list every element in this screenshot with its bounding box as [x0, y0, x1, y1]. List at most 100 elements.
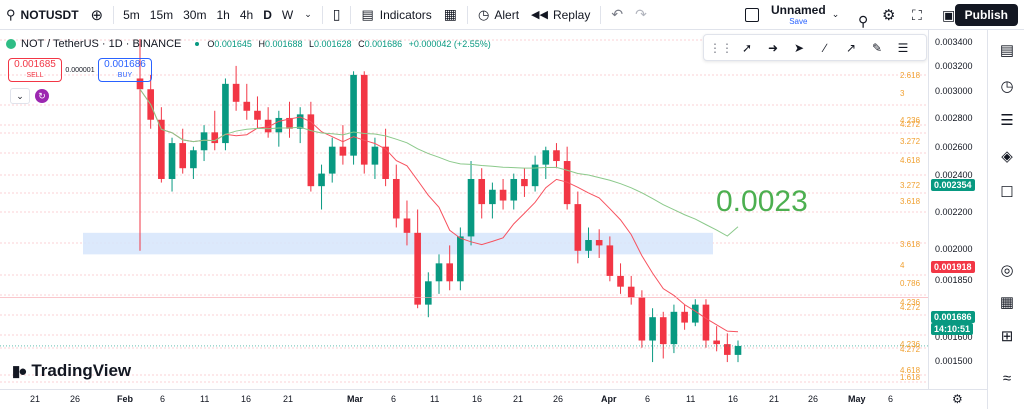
- buy-label: BUY: [117, 72, 133, 79]
- buy-price: 0.001686: [104, 59, 146, 70]
- timeframe-w[interactable]: W: [281, 7, 294, 22]
- sell-button[interactable]: 0.001685 SELL: [8, 58, 62, 82]
- settings-button[interactable]: ⚙: [876, 0, 901, 30]
- time-tick-label: 6: [645, 394, 651, 404]
- open-value: 0.001645: [214, 39, 252, 49]
- line-tool-icon[interactable]: ∕: [823, 40, 826, 55]
- notes-icon[interactable]: ☰: [1000, 112, 1014, 129]
- time-tick-label: May: [848, 394, 866, 404]
- candle-body: [307, 114, 315, 187]
- candle-body: [296, 114, 304, 129]
- fib-level-label: 4.272: [900, 303, 921, 312]
- redo-button[interactable]: ↷: [629, 0, 653, 30]
- candle-body: [606, 245, 614, 276]
- price-tick-label: 0.001500: [935, 356, 973, 366]
- add-symbol-button[interactable]: ⊕: [85, 0, 110, 30]
- candle-body: [158, 119, 165, 179]
- time-axis-settings-button[interactable]: ⚙: [952, 392, 963, 406]
- close-value: 0.001686: [364, 39, 403, 49]
- timeframe-5m[interactable]: 5m: [123, 7, 140, 22]
- chat-icon[interactable]: ☐: [1000, 184, 1014, 201]
- timeframe-dropdown[interactable]: ⌄: [298, 0, 318, 30]
- layout-menu[interactable]: Unnamed Save ⌄: [745, 3, 839, 26]
- candle-body: [350, 74, 357, 156]
- redo-icon: ↷: [635, 6, 647, 22]
- candle-body: [382, 146, 389, 179]
- replay-button[interactable]: ◀◀ Replay: [525, 0, 596, 30]
- signal-icon[interactable]: ≈: [1002, 369, 1012, 387]
- symbol-search[interactable]: ⚲ NOTUSDT: [0, 0, 85, 30]
- layers-icon[interactable]: ◈: [1001, 148, 1013, 165]
- fib-level-label: 4.272: [900, 120, 921, 129]
- low-key: L: [309, 39, 315, 49]
- price-axis[interactable]: 0.003400 0.003200 0.003000 0.002800 0.002600…: [928, 30, 987, 389]
- candle-body: [478, 178, 486, 205]
- change-value: +0.000042 (+2.55%): [408, 39, 491, 49]
- candle-body: [595, 240, 603, 246]
- price-chart[interactable]: 2.61834.2364.2723.2724.6183.2723.6183.61…: [0, 30, 928, 389]
- divider: [350, 5, 352, 24]
- ma-red-line: [139, 88, 739, 333]
- chart-type-button[interactable]: ▯: [327, 0, 347, 30]
- candle-body: [691, 304, 699, 323]
- candle-body: [222, 83, 229, 144]
- collapse-legend-button[interactable]: ⌄: [10, 88, 30, 104]
- candle-body: [136, 78, 144, 90]
- candle-body: [521, 178, 528, 187]
- time-tick-label: 6: [160, 394, 166, 404]
- pine-editor-icon[interactable]: ⊞: [1000, 328, 1014, 345]
- candle-body: [403, 218, 411, 233]
- layout-save-status: Save: [789, 17, 808, 26]
- undo-button[interactable]: ↶: [605, 0, 629, 30]
- fib-level-label: 4.618: [900, 366, 921, 375]
- candle-body: [510, 178, 518, 201]
- time-tick-label: 21: [513, 394, 524, 404]
- candle-body: [211, 132, 219, 144]
- price-tick-label: 0.002000: [935, 244, 973, 254]
- fib-tool-icon[interactable]: ☰: [897, 40, 909, 55]
- snapshot-button[interactable]: ▣: [936, 0, 961, 30]
- divider: [467, 5, 469, 24]
- time-tick-label: 21: [30, 394, 41, 404]
- brush-tool-icon[interactable]: ✎: [871, 40, 883, 55]
- time-tick-label: 16: [472, 394, 483, 404]
- candle-body: [371, 146, 379, 165]
- watchlist-icon[interactable]: ▤: [999, 42, 1015, 59]
- divider: [321, 5, 323, 24]
- timeframe-1h[interactable]: 1h: [216, 7, 230, 22]
- publish-button[interactable]: Publish: [954, 4, 1018, 26]
- calendar-icon[interactable]: ▦: [999, 294, 1015, 311]
- arrow-tool-icon[interactable]: ↗: [845, 40, 857, 55]
- alarm-clock-icon[interactable]: ◷: [1000, 78, 1014, 95]
- binance-icon: [6, 39, 16, 49]
- candle-body: [392, 178, 400, 219]
- drag-handle-icon[interactable]: ⋮⋮: [709, 40, 733, 55]
- tradingview-logo-icon: ▮●: [12, 363, 27, 380]
- time-axis[interactable]: ⚙ 21 26 Feb 6 11 16 21 Mar 6 11 16 21 26 Apr 6 11 16 21 26…: [0, 389, 987, 409]
- timeframe-30m[interactable]: 30m: [183, 7, 207, 22]
- fullscreen-button[interactable]: ⛶: [906, 0, 928, 30]
- timeframe-4h[interactable]: 4h: [239, 7, 254, 22]
- timeframe-15m[interactable]: 15m: [149, 7, 174, 22]
- gear-icon: ⚙: [882, 7, 896, 24]
- alert-button[interactable]: ◷ Alert: [472, 0, 525, 30]
- candle-body: [339, 146, 347, 156]
- templates-button[interactable]: ▦: [438, 0, 463, 30]
- quick-search-button[interactable]: ⚲: [852, 6, 874, 36]
- cursor-tool-icon[interactable]: ➤: [793, 40, 805, 55]
- trend-line-tool-icon[interactable]: ➚: [741, 40, 753, 55]
- price-tag: 0.001686: [931, 311, 975, 323]
- timeframe-d[interactable]: D: [263, 7, 272, 22]
- buy-button[interactable]: 0.001686 BUY: [98, 58, 152, 82]
- chevron-down-icon: ⌄: [16, 90, 24, 101]
- refresh-indicator-button[interactable]: ↻: [35, 89, 49, 103]
- ray-tool-icon[interactable]: ➜: [767, 40, 779, 55]
- candle-body: [670, 311, 678, 345]
- fib-level-label: 4.236: [900, 340, 921, 349]
- price-annotation[interactable]: 0.0023: [716, 185, 808, 218]
- candle-body: [585, 240, 592, 251]
- indicators-button[interactable]: ▤ Indicators: [355, 0, 437, 30]
- candles-icon: ▯: [332, 6, 341, 22]
- sell-label: SELL: [26, 72, 44, 79]
- target-icon[interactable]: ◎: [1000, 262, 1014, 279]
